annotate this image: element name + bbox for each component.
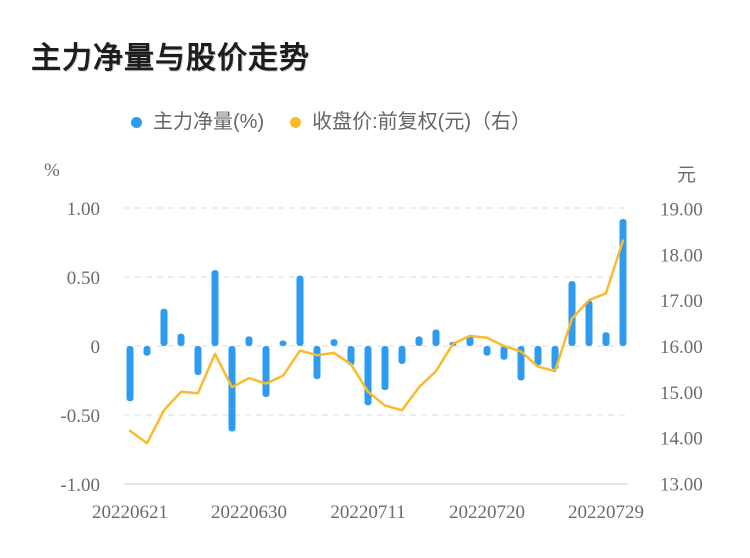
net-volume-bar [347,346,355,366]
net-volume-bar [262,346,270,398]
left-axis-unit: % [44,160,60,181]
net-volume-bar [619,219,627,346]
net-volume-bar [126,346,134,402]
chart-legend: 主力净量(%) 收盘价:前复权(元)（右） [131,112,531,132]
legend-label: 收盘价:前复权(元)（右） [312,111,531,133]
left-axis-tick-label: 0.50 [67,268,100,289]
legend-dot-blue-icon [131,116,142,128]
legend-item-main-net-volume[interactable]: 主力净量(%) [131,112,264,132]
left-axis-tick-label: 1.00 [67,199,100,220]
x-axis-tick-label: 20220621 [92,502,168,523]
legend-item-close-price[interactable]: 收盘价:前复权(元)（右） [290,112,531,132]
net-volume-bar [534,346,542,366]
right-axis-unit: 元 [677,165,697,186]
net-volume-bar [245,336,253,346]
net-volume-bar [279,340,287,346]
right-axis-tick-label: 18.00 [660,245,703,266]
page-title: 主力净量与股价走势 [31,42,310,75]
net-volume-bar [177,333,185,346]
net-volume-bar [160,308,168,346]
right-axis-tick-label: 14.00 [660,429,703,450]
right-axis-tick-label: 19.00 [660,200,703,221]
right-axis-tick-label: 16.00 [660,337,703,358]
right-axis-tick-label: 13.00 [660,474,703,495]
net-volume-bar [415,336,423,346]
net-volume-bar [585,300,593,346]
net-volume-bar [228,346,236,432]
close-price-line [128,239,625,445]
net-volume-bar [381,346,389,391]
legend-label: 主力净量(%) [153,111,265,133]
left-axis-tick-label: -0.50 [60,406,100,427]
right-axis-tick-label: 17.00 [660,291,703,312]
net-volume-bar [398,346,406,364]
net-volume-bar [211,270,219,346]
net-volume-bar [313,346,321,380]
legend-dot-yellow-icon [290,116,302,128]
net-volume-bar [602,332,610,346]
right-axis-tick-label: 15.00 [660,383,703,404]
net-volume-bar [568,281,576,346]
left-axis-tick-label: -1.00 [60,475,100,496]
net-volume-bar [330,339,338,346]
x-axis-tick-label: 20220729 [568,502,644,523]
left-axis-tick-label: 0 [91,337,101,358]
net-volume-bar [364,346,372,406]
x-axis-tick-label: 20220711 [330,502,405,523]
net-volume-bar [500,346,508,360]
net-volume-bar [143,346,151,356]
net-volume-bar [296,275,304,346]
net-volume-bar [483,346,491,356]
x-axis-tick-label: 20220720 [449,502,525,523]
x-axis-tick-label: 20220630 [211,502,287,523]
net-volume-bar [194,346,202,375]
net-volume-bar [432,329,440,346]
